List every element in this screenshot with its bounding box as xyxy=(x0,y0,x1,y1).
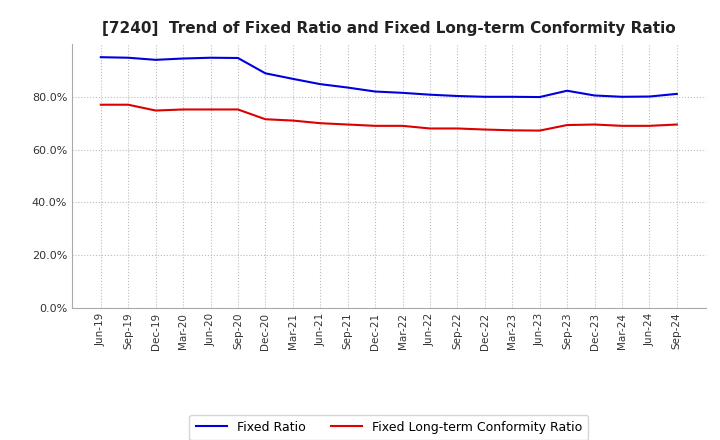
Fixed Ratio xyxy=(96,55,105,60)
Fixed Ratio xyxy=(316,81,325,87)
Title: [7240]  Trend of Fixed Ratio and Fixed Long-term Conformity Ratio: [7240] Trend of Fixed Ratio and Fixed Lo… xyxy=(102,21,675,36)
Fixed Long-term Conformity Ratio xyxy=(480,127,489,132)
Fixed Ratio xyxy=(289,76,297,81)
Fixed Ratio xyxy=(645,94,654,99)
Fixed Ratio xyxy=(563,88,572,93)
Fixed Long-term Conformity Ratio xyxy=(398,123,407,128)
Fixed Long-term Conformity Ratio xyxy=(371,123,379,128)
Fixed Ratio xyxy=(453,93,462,99)
Fixed Long-term Conformity Ratio xyxy=(96,102,105,107)
Fixed Ratio xyxy=(618,94,626,99)
Fixed Ratio xyxy=(371,89,379,94)
Fixed Ratio xyxy=(179,56,187,61)
Fixed Ratio xyxy=(480,94,489,99)
Fixed Long-term Conformity Ratio xyxy=(563,122,572,128)
Fixed Long-term Conformity Ratio xyxy=(343,122,352,127)
Fixed Ratio xyxy=(590,93,599,98)
Fixed Ratio xyxy=(343,85,352,90)
Fixed Long-term Conformity Ratio xyxy=(618,123,626,128)
Fixed Long-term Conformity Ratio xyxy=(206,107,215,112)
Fixed Ratio xyxy=(261,71,270,76)
Fixed Ratio xyxy=(233,55,242,61)
Fixed Long-term Conformity Ratio xyxy=(453,126,462,131)
Legend: Fixed Ratio, Fixed Long-term Conformity Ratio: Fixed Ratio, Fixed Long-term Conformity … xyxy=(189,414,588,440)
Fixed Long-term Conformity Ratio xyxy=(289,118,297,123)
Fixed Long-term Conformity Ratio xyxy=(261,117,270,122)
Fixed Ratio xyxy=(206,55,215,60)
Fixed Ratio xyxy=(426,92,434,97)
Fixed Long-term Conformity Ratio xyxy=(316,121,325,126)
Line: Fixed Long-term Conformity Ratio: Fixed Long-term Conformity Ratio xyxy=(101,105,677,131)
Fixed Ratio xyxy=(398,90,407,95)
Fixed Ratio xyxy=(508,94,516,99)
Fixed Ratio xyxy=(672,91,681,96)
Fixed Long-term Conformity Ratio xyxy=(508,128,516,133)
Fixed Long-term Conformity Ratio xyxy=(672,122,681,127)
Fixed Ratio xyxy=(124,55,132,60)
Fixed Ratio xyxy=(536,95,544,100)
Fixed Long-term Conformity Ratio xyxy=(179,107,187,112)
Fixed Long-term Conformity Ratio xyxy=(233,107,242,112)
Fixed Long-term Conformity Ratio xyxy=(124,102,132,107)
Fixed Long-term Conformity Ratio xyxy=(590,122,599,127)
Fixed Ratio xyxy=(151,57,160,62)
Fixed Long-term Conformity Ratio xyxy=(536,128,544,133)
Fixed Long-term Conformity Ratio xyxy=(151,108,160,113)
Fixed Long-term Conformity Ratio xyxy=(426,126,434,131)
Line: Fixed Ratio: Fixed Ratio xyxy=(101,57,677,97)
Fixed Long-term Conformity Ratio xyxy=(645,123,654,128)
